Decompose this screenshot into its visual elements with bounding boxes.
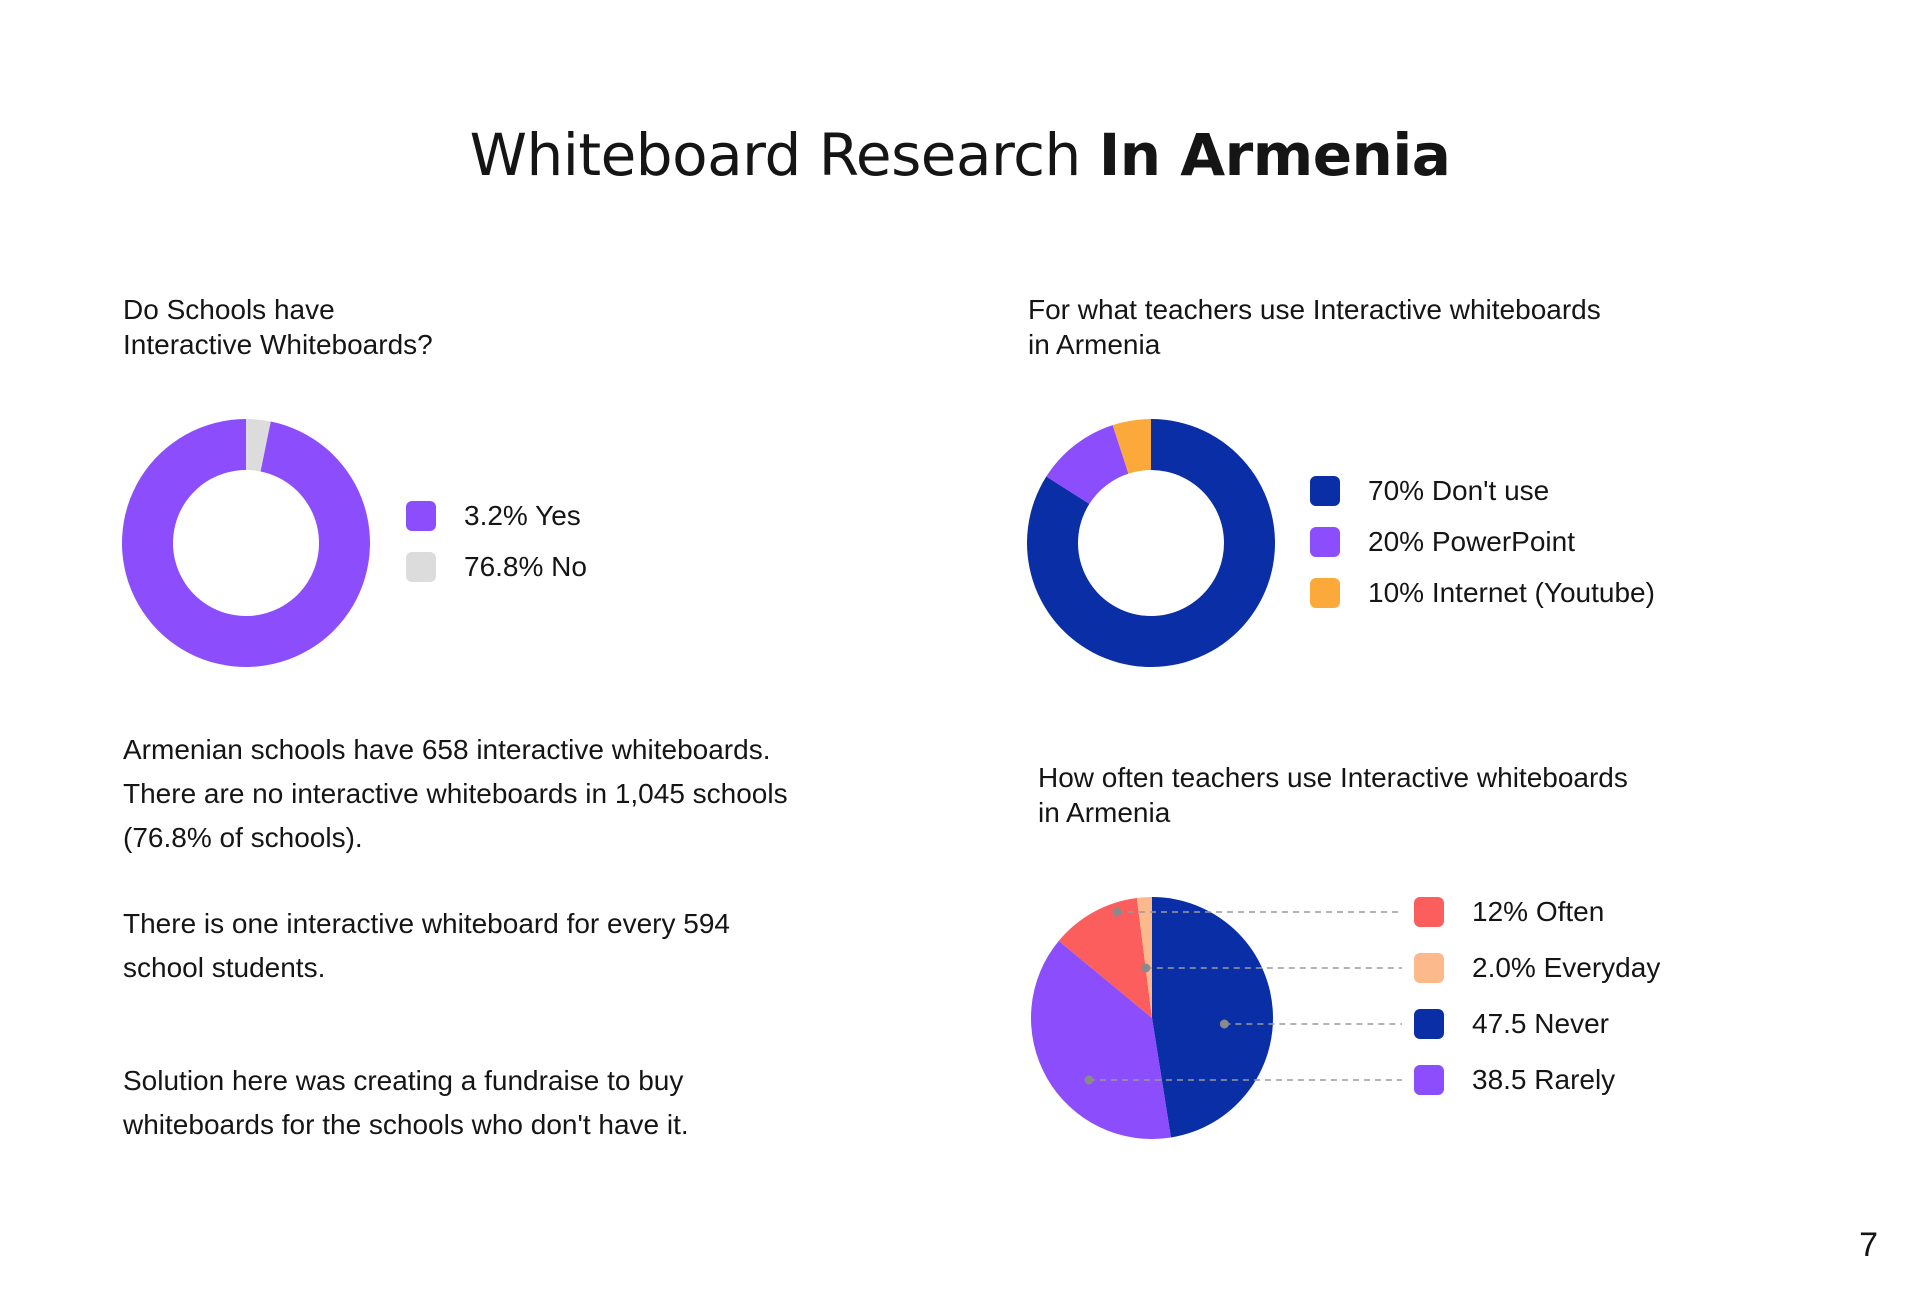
paragraph-3-line-2: whiteboards for the schools who don't ha… xyxy=(123,1109,689,1140)
body-paragraph-2: There is one interactive whiteboard for … xyxy=(123,902,883,990)
legend-swatch xyxy=(1310,475,1340,506)
paragraph-2-line-2: school students. xyxy=(123,952,326,983)
chart3-leader-dot xyxy=(1084,1075,1094,1085)
paragraph-1-line-3: (76.8% of schools). xyxy=(123,822,363,853)
legend-item-38-5-rarely: 38.5 Rarely xyxy=(1414,1052,1660,1108)
chart3-slice-47-5-never xyxy=(1152,897,1273,1138)
legend-swatch xyxy=(406,551,436,582)
chart2-legend: 70% Don't use 20% PowerPoint 10% Internet … xyxy=(1310,465,1655,618)
chart2-title-line-1: For what teachers use Interactive whiteb… xyxy=(1028,294,1601,325)
chart3-legend: 12% Often 2.0% Everyday 47.5 Never 38.5 Rar… xyxy=(1414,884,1660,1108)
legend-item-12-often: 12% Often xyxy=(1414,884,1660,940)
chart2-slice-10-internet-youtube xyxy=(1112,419,1151,474)
legend-item-3-2-yes: 3.2% Yes xyxy=(406,490,587,541)
legend-label: 3.2% Yes xyxy=(464,499,581,531)
chart1-legend: 3.2% Yes 76.8% No xyxy=(406,490,587,592)
legend-item-47-5-never: 47.5 Never xyxy=(1414,996,1660,1052)
chart2-donut xyxy=(1027,419,1275,667)
chart1-title-line-2: Interactive Whiteboards? xyxy=(123,329,433,360)
chart3-title-line-1: How often teachers use Interactive white… xyxy=(1038,762,1628,793)
chart2-slice-20-powerpoint xyxy=(1046,425,1129,504)
title-regular: Whiteboard Research xyxy=(469,121,1099,189)
legend-label: 10% Internet (Youtube) xyxy=(1368,576,1655,608)
legend-label: 2.0% Everyday xyxy=(1472,952,1661,983)
legend-item-76-8-no: 76.8% No xyxy=(406,541,587,592)
legend-swatch xyxy=(1310,577,1340,608)
chart1-slice-76-8-no xyxy=(121,419,370,667)
paragraph-1-line-2: There are no interactive whiteboards in … xyxy=(123,778,788,809)
legend-swatch xyxy=(1414,1065,1444,1095)
legend-item-70-don-t-use: 70% Don't use xyxy=(1310,465,1655,516)
legend-swatch xyxy=(406,500,436,531)
body-paragraph-3: Solution here was creating a fundraise t… xyxy=(123,1059,883,1147)
page-number: 7 xyxy=(1859,1226,1878,1264)
chart3-leader-dot xyxy=(1141,963,1151,973)
legend-swatch xyxy=(1310,526,1340,557)
paragraph-1-line-1: Armenian schools have 658 interactive wh… xyxy=(123,734,771,765)
legend-label: 70% Don't use xyxy=(1368,474,1550,506)
chart1-title: Do Schools have Interactive Whiteboards? xyxy=(123,292,433,362)
chart2-slice-70-don-t-use xyxy=(1027,419,1275,667)
chart2-title: For what teachers use Interactive whiteb… xyxy=(1028,292,1601,362)
legend-label: 76.8% No xyxy=(464,550,587,582)
legend-label: 12% Often xyxy=(1472,896,1605,927)
legend-label: 38.5 Rarely xyxy=(1472,1064,1616,1095)
chart3-leader-dot xyxy=(1219,1019,1229,1029)
legend-label: 20% PowerPoint xyxy=(1368,525,1576,557)
chart3-leader-dot xyxy=(1112,907,1122,917)
legend-swatch xyxy=(1414,1009,1444,1039)
chart3-title-line-2: in Armenia xyxy=(1038,797,1171,828)
body-paragraph-1: Armenian schools have 658 interactive wh… xyxy=(123,728,883,860)
paragraph-3-line-1: Solution here was creating a fundraise t… xyxy=(123,1065,684,1096)
chart1-donut xyxy=(121,419,370,667)
chart3-slice-12-often xyxy=(1058,897,1152,1018)
legend-swatch xyxy=(1414,897,1444,927)
legend-item-2-0-everyday: 2.0% Everyday xyxy=(1414,940,1660,996)
page-title: Whiteboard Research In Armenia xyxy=(0,120,1920,190)
legend-item-20-powerpoint: 20% PowerPoint xyxy=(1310,516,1655,567)
paragraph-2-line-1: There is one interactive whiteboard for … xyxy=(123,908,730,939)
chart1-slice-3-2-yes xyxy=(246,419,271,472)
chart3-slice-38-5-rarely xyxy=(1031,940,1171,1139)
chart3-slice-2-0-everyday xyxy=(1136,897,1152,1018)
legend-item-10-internet-youtube: 10% Internet (Youtube) xyxy=(1310,567,1655,618)
legend-swatch xyxy=(1414,953,1444,983)
chart3-pie xyxy=(1031,897,1402,1139)
title-bold: In Armenia xyxy=(1098,121,1451,189)
legend-label: 47.5 Never xyxy=(1472,1008,1609,1039)
chart2-title-line-2: in Armenia xyxy=(1028,329,1161,360)
chart3-title: How often teachers use Interactive white… xyxy=(1038,760,1628,830)
chart1-title-line-1: Do Schools have xyxy=(123,294,335,325)
